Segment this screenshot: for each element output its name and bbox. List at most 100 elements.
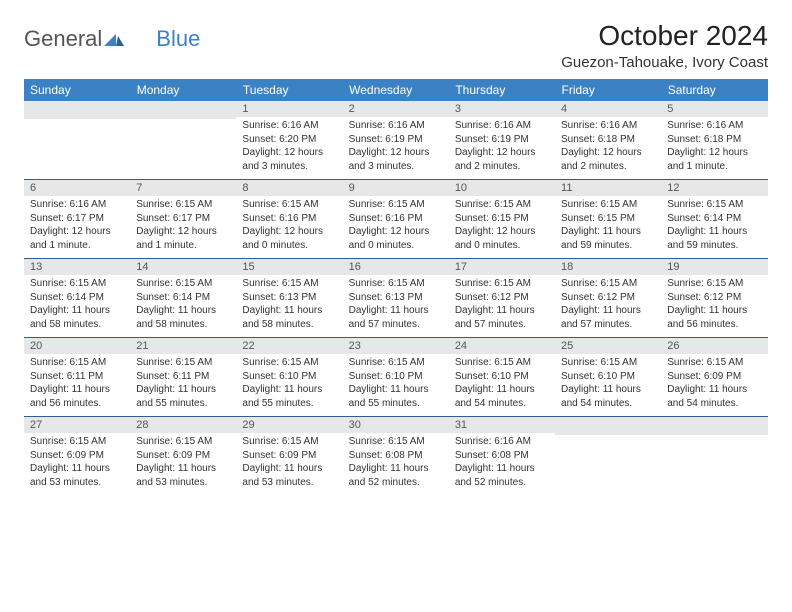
day-number: 31 [449, 417, 555, 433]
day-body [555, 435, 661, 443]
day-body: Sunrise: 6:15 AMSunset: 6:12 PMDaylight:… [449, 275, 555, 337]
day-body: Sunrise: 6:15 AMSunset: 6:12 PMDaylight:… [555, 275, 661, 337]
day-body: Sunrise: 6:16 AMSunset: 6:18 PMDaylight:… [555, 117, 661, 179]
calendar-day-cell: 28Sunrise: 6:15 AMSunset: 6:09 PMDayligh… [130, 417, 236, 496]
day-body: Sunrise: 6:15 AMSunset: 6:09 PMDaylight:… [661, 354, 767, 416]
day-number: 6 [24, 180, 130, 196]
day-number: 19 [661, 259, 767, 275]
day-number: 1 [236, 101, 342, 117]
day-number: 29 [236, 417, 342, 433]
day-number: 2 [343, 101, 449, 117]
day-body: Sunrise: 6:15 AMSunset: 6:11 PMDaylight:… [130, 354, 236, 416]
calendar-day-cell: 3Sunrise: 6:16 AMSunset: 6:19 PMDaylight… [449, 101, 555, 180]
day-number: 26 [661, 338, 767, 354]
day-number: 13 [24, 259, 130, 275]
day-number: 14 [130, 259, 236, 275]
day-body [24, 119, 130, 127]
day-body: Sunrise: 6:15 AMSunset: 6:13 PMDaylight:… [236, 275, 342, 337]
calendar-day-cell: 25Sunrise: 6:15 AMSunset: 6:10 PMDayligh… [555, 338, 661, 417]
calendar-day-cell [130, 101, 236, 180]
calendar-day-cell: 15Sunrise: 6:15 AMSunset: 6:13 PMDayligh… [236, 259, 342, 338]
calendar-table: SundayMondayTuesdayWednesdayThursdayFrid… [24, 79, 768, 495]
calendar-day-cell: 11Sunrise: 6:15 AMSunset: 6:15 PMDayligh… [555, 180, 661, 259]
day-number: 16 [343, 259, 449, 275]
day-body: Sunrise: 6:16 AMSunset: 6:20 PMDaylight:… [236, 117, 342, 179]
day-number: 10 [449, 180, 555, 196]
day-number: 25 [555, 338, 661, 354]
calendar-day-cell: 1Sunrise: 6:16 AMSunset: 6:20 PMDaylight… [236, 101, 342, 180]
day-body: Sunrise: 6:15 AMSunset: 6:10 PMDaylight:… [555, 354, 661, 416]
day-body: Sunrise: 6:15 AMSunset: 6:15 PMDaylight:… [555, 196, 661, 258]
day-body: Sunrise: 6:15 AMSunset: 6:09 PMDaylight:… [130, 433, 236, 495]
day-number: 21 [130, 338, 236, 354]
calendar-day-cell: 6Sunrise: 6:16 AMSunset: 6:17 PMDaylight… [24, 180, 130, 259]
weekday-header: Tuesday [236, 79, 342, 101]
calendar-week-row: 13Sunrise: 6:15 AMSunset: 6:14 PMDayligh… [24, 259, 768, 338]
calendar-day-cell: 31Sunrise: 6:16 AMSunset: 6:08 PMDayligh… [449, 417, 555, 496]
calendar-day-cell: 9Sunrise: 6:15 AMSunset: 6:16 PMDaylight… [343, 180, 449, 259]
day-body: Sunrise: 6:15 AMSunset: 6:09 PMDaylight:… [24, 433, 130, 495]
day-number: 3 [449, 101, 555, 117]
calendar-day-cell: 16Sunrise: 6:15 AMSunset: 6:13 PMDayligh… [343, 259, 449, 338]
weekday-header: Monday [130, 79, 236, 101]
calendar-day-cell: 22Sunrise: 6:15 AMSunset: 6:10 PMDayligh… [236, 338, 342, 417]
calendar-day-cell: 19Sunrise: 6:15 AMSunset: 6:12 PMDayligh… [661, 259, 767, 338]
day-number: 9 [343, 180, 449, 196]
calendar-day-cell: 26Sunrise: 6:15 AMSunset: 6:09 PMDayligh… [661, 338, 767, 417]
calendar-body: 1Sunrise: 6:16 AMSunset: 6:20 PMDaylight… [24, 101, 768, 495]
logo-text-b: Blue [156, 26, 200, 52]
calendar-day-cell: 29Sunrise: 6:15 AMSunset: 6:09 PMDayligh… [236, 417, 342, 496]
calendar-day-cell: 18Sunrise: 6:15 AMSunset: 6:12 PMDayligh… [555, 259, 661, 338]
day-number: 4 [555, 101, 661, 117]
day-body: Sunrise: 6:15 AMSunset: 6:14 PMDaylight:… [24, 275, 130, 337]
calendar-day-cell: 13Sunrise: 6:15 AMSunset: 6:14 PMDayligh… [24, 259, 130, 338]
weekday-header: Wednesday [343, 79, 449, 101]
day-body: Sunrise: 6:15 AMSunset: 6:17 PMDaylight:… [130, 196, 236, 258]
day-number: 18 [555, 259, 661, 275]
day-body: Sunrise: 6:15 AMSunset: 6:13 PMDaylight:… [343, 275, 449, 337]
day-body: Sunrise: 6:15 AMSunset: 6:14 PMDaylight:… [130, 275, 236, 337]
calendar-day-cell: 10Sunrise: 6:15 AMSunset: 6:15 PMDayligh… [449, 180, 555, 259]
month-title: October 2024 [561, 20, 768, 52]
day-number: 11 [555, 180, 661, 196]
calendar-week-row: 20Sunrise: 6:15 AMSunset: 6:11 PMDayligh… [24, 338, 768, 417]
calendar-week-row: 6Sunrise: 6:16 AMSunset: 6:17 PMDaylight… [24, 180, 768, 259]
day-body: Sunrise: 6:16 AMSunset: 6:19 PMDaylight:… [449, 117, 555, 179]
logo-mark-icon [104, 26, 124, 52]
calendar-day-cell: 27Sunrise: 6:15 AMSunset: 6:09 PMDayligh… [24, 417, 130, 496]
day-number [555, 417, 661, 435]
title-block: October 2024 Guezon-Tahouake, Ivory Coas… [561, 20, 768, 71]
day-number: 23 [343, 338, 449, 354]
calendar-week-row: 27Sunrise: 6:15 AMSunset: 6:09 PMDayligh… [24, 417, 768, 496]
day-number [130, 101, 236, 119]
weekday-header-row: SundayMondayTuesdayWednesdayThursdayFrid… [24, 79, 768, 101]
day-number: 5 [661, 101, 767, 117]
day-number: 28 [130, 417, 236, 433]
location: Guezon-Tahouake, Ivory Coast [561, 54, 768, 71]
day-body: Sunrise: 6:15 AMSunset: 6:10 PMDaylight:… [236, 354, 342, 416]
day-body: Sunrise: 6:15 AMSunset: 6:16 PMDaylight:… [236, 196, 342, 258]
day-body: Sunrise: 6:15 AMSunset: 6:12 PMDaylight:… [661, 275, 767, 337]
calendar-day-cell: 5Sunrise: 6:16 AMSunset: 6:18 PMDaylight… [661, 101, 767, 180]
calendar-day-cell [661, 417, 767, 496]
day-number: 15 [236, 259, 342, 275]
calendar-day-cell: 20Sunrise: 6:15 AMSunset: 6:11 PMDayligh… [24, 338, 130, 417]
calendar-day-cell: 14Sunrise: 6:15 AMSunset: 6:14 PMDayligh… [130, 259, 236, 338]
calendar-day-cell: 21Sunrise: 6:15 AMSunset: 6:11 PMDayligh… [130, 338, 236, 417]
day-body: Sunrise: 6:15 AMSunset: 6:14 PMDaylight:… [661, 196, 767, 258]
day-number: 27 [24, 417, 130, 433]
calendar-day-cell: 7Sunrise: 6:15 AMSunset: 6:17 PMDaylight… [130, 180, 236, 259]
day-body: Sunrise: 6:15 AMSunset: 6:09 PMDaylight:… [236, 433, 342, 495]
weekday-header: Saturday [661, 79, 767, 101]
day-body: Sunrise: 6:16 AMSunset: 6:08 PMDaylight:… [449, 433, 555, 495]
calendar-week-row: 1Sunrise: 6:16 AMSunset: 6:20 PMDaylight… [24, 101, 768, 180]
day-body: Sunrise: 6:15 AMSunset: 6:10 PMDaylight:… [343, 354, 449, 416]
day-body: Sunrise: 6:15 AMSunset: 6:16 PMDaylight:… [343, 196, 449, 258]
day-body: Sunrise: 6:16 AMSunset: 6:17 PMDaylight:… [24, 196, 130, 258]
logo: General Blue [24, 26, 200, 52]
weekday-header: Sunday [24, 79, 130, 101]
day-body: Sunrise: 6:15 AMSunset: 6:11 PMDaylight:… [24, 354, 130, 416]
day-body [661, 435, 767, 443]
day-body: Sunrise: 6:16 AMSunset: 6:19 PMDaylight:… [343, 117, 449, 179]
day-number: 7 [130, 180, 236, 196]
